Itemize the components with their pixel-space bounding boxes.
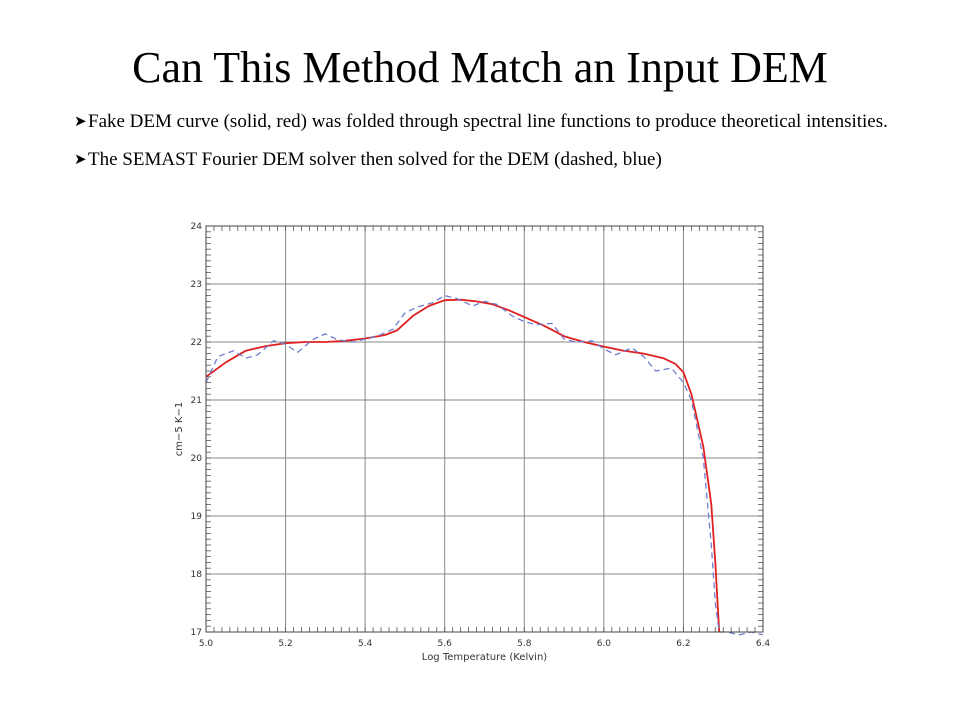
- arrow-bullet-icon: ➤: [74, 152, 87, 168]
- chart-tick-labels: 5.0 5.2 5.4 5.6 5.8 6.0 6.2 6.4 17 18 19 20 21 22 23 24: [191, 222, 771, 649]
- x-tick-label: 6.2: [676, 639, 690, 649]
- solved-dem-line: [205, 294, 764, 636]
- x-tick-label: 5.0: [199, 639, 214, 649]
- chart-series: [205, 294, 764, 636]
- bullet-text: Fake DEM curve (solid, red) was folded t…: [88, 111, 888, 132]
- input-dem-line: [205, 298, 721, 633]
- x-tick-label: 5.8: [517, 639, 532, 649]
- bullet-list: ➤ Fake DEM curve (solid, red) was folded…: [74, 110, 894, 186]
- x-axis-label: Log Temperature (Kelvin): [422, 652, 547, 663]
- y-tick-label: 24: [191, 222, 203, 232]
- bullet-text: The SEMAST Fourier DEM solver then solve…: [88, 149, 662, 170]
- bullet-item: ➤ Fake DEM curve (solid, red) was folded…: [74, 110, 894, 134]
- slide-title: Can This Method Match an Input DEM: [132, 43, 828, 92]
- x-tick-label: 5.2: [278, 639, 292, 649]
- bullet-item: ➤ The SEMAST Fourier DEM solver then sol…: [74, 148, 894, 172]
- y-tick-label: 17: [191, 628, 202, 638]
- y-tick-label: 22: [191, 338, 202, 348]
- plot-frame: [205, 225, 764, 633]
- x-tick-label: 6.0: [597, 639, 612, 649]
- chart-minor-ticks: [205, 225, 764, 633]
- y-tick-label: 20: [191, 454, 203, 464]
- arrow-bullet-icon: ➤: [74, 114, 87, 130]
- chart-grid: [205, 225, 764, 633]
- y-tick-label: 18: [191, 570, 203, 580]
- y-tick-label: 19: [191, 512, 203, 522]
- x-tick-label: 5.6: [438, 639, 453, 649]
- y-axis-label: cm−5 K−1: [174, 402, 185, 456]
- y-tick-label: 21: [191, 396, 202, 406]
- x-tick-label: 6.4: [756, 639, 771, 649]
- y-tick-label: 23: [191, 280, 202, 290]
- x-tick-label: 5.4: [358, 639, 373, 649]
